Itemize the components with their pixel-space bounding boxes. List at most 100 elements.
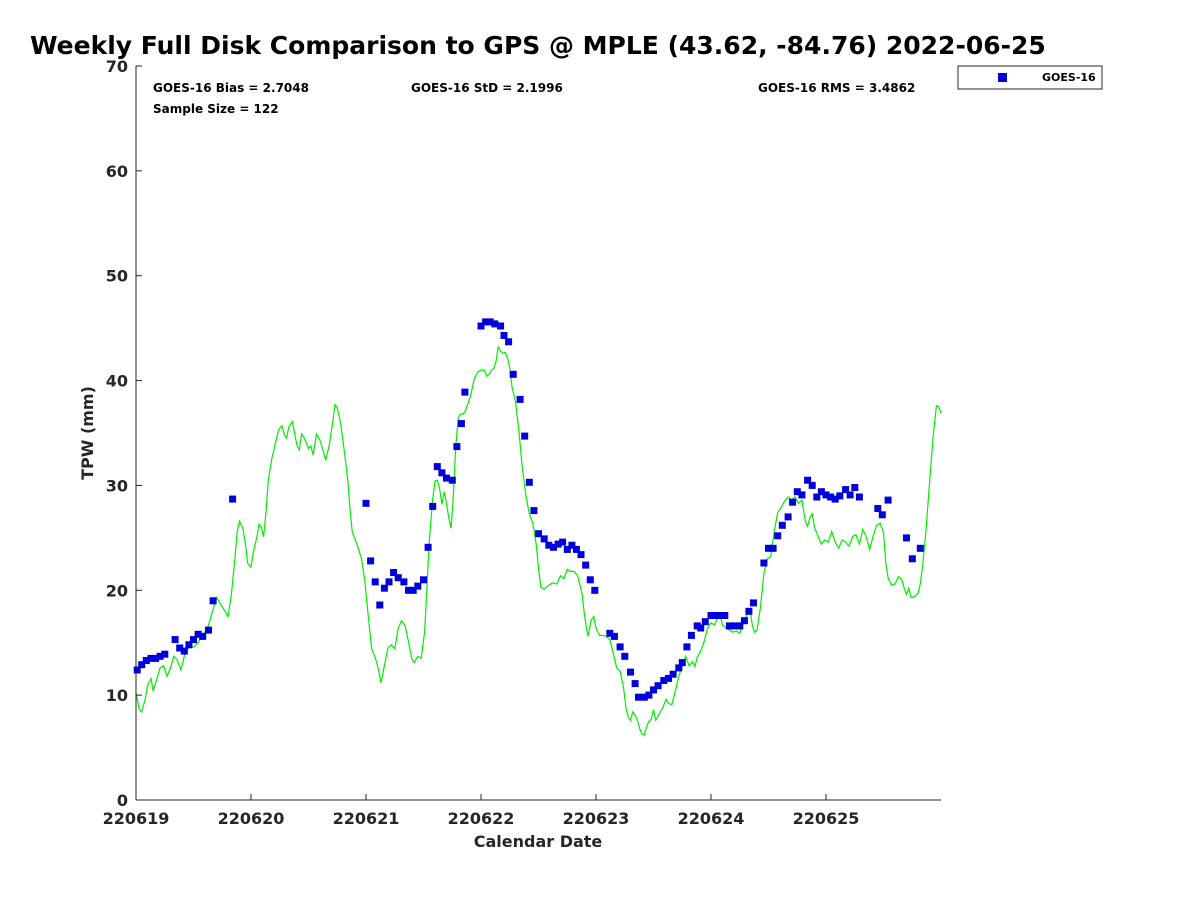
y-tick-label: 30: [106, 476, 128, 495]
goes16-point: [509, 370, 517, 378]
goes16-point: [606, 629, 614, 637]
goes16-point: [745, 607, 753, 615]
goes16-point: [707, 612, 715, 619]
x-tick-label: 220624: [678, 809, 745, 828]
y-tick-label: 0: [117, 791, 128, 810]
goes16-point: [138, 661, 146, 669]
goes16-point: [367, 557, 375, 565]
goes16-point: [736, 622, 744, 630]
stat-rms: GOES-16 RMS = 3.4862: [758, 81, 915, 95]
goes16-point: [627, 668, 634, 676]
goes16-point: [874, 505, 882, 512]
goes16-point: [453, 443, 461, 451]
goes16-point: [362, 499, 370, 507]
goes16-point: [563, 545, 571, 553]
goes16-point: [376, 601, 384, 609]
goes16-point: [878, 511, 886, 519]
goes16-point: [147, 654, 155, 662]
goes16-point: [521, 432, 529, 440]
stat-bias: GOES-16 Bias = 2.7048: [153, 81, 309, 95]
goes16-point: [769, 544, 777, 552]
goes16-point: [516, 395, 524, 403]
x-tick-label: 220620: [218, 809, 285, 828]
goes16-point: [390, 569, 398, 576]
goes16-point: [142, 657, 150, 664]
goes16-point: [817, 488, 825, 496]
legend-box: [957, 65, 1103, 90]
goes16-point: [591, 586, 599, 594]
goes16-point: [650, 686, 657, 694]
goes16-point: [185, 641, 193, 649]
y-tick-label: 40: [106, 372, 128, 391]
gps-series-line: [135, 345, 942, 736]
goes16-point: [675, 664, 683, 672]
goes16-point: [916, 544, 924, 552]
goes16-point: [505, 338, 513, 346]
x-tick-label: 220619: [103, 809, 170, 828]
x-tick-label: 220625: [793, 809, 860, 828]
goes16-point: [701, 618, 709, 626]
goes16-point: [712, 612, 720, 619]
x-ticks: 220619 220620 220621 220622 220623 220624 2206…: [103, 794, 860, 828]
goes16-point: [400, 578, 408, 586]
goes16-point: [669, 670, 677, 678]
legend: GOES-16: [957, 65, 1103, 90]
stat-sample-size: Sample Size = 122: [153, 102, 279, 116]
goes16-point: [683, 643, 691, 651]
goes16-point: [156, 652, 164, 660]
goes16-point: [205, 626, 212, 634]
goes16-point: [550, 543, 557, 551]
goes16-point: [842, 486, 850, 494]
goes16-point: [610, 632, 618, 640]
x-tick-label: 220622: [448, 809, 515, 828]
x-tick-label: 220621: [333, 809, 400, 828]
y-tick-label: 60: [106, 162, 128, 181]
stat-std: GOES-16 StD = 2.1996: [411, 81, 563, 95]
chart-title: Weekly Full Disk Comparison to GPS @ MPL…: [30, 31, 1046, 60]
goes16-point: [750, 599, 757, 607]
goes16-point: [635, 693, 642, 701]
goes16-point: [808, 481, 816, 489]
goes16-point: [665, 674, 672, 682]
goes16-point: [443, 474, 450, 482]
goes16-point: [194, 630, 202, 638]
goes16-point: [687, 631, 695, 639]
x-axis-label: Calendar Date: [474, 832, 603, 851]
y-tick-label: 70: [106, 57, 128, 76]
goes16-point: [405, 586, 412, 594]
goes16-point: [429, 502, 437, 510]
goes16-point: [678, 659, 686, 667]
goes16-point: [409, 586, 417, 594]
goes16-point: [697, 624, 705, 632]
goes16-point: [813, 493, 821, 501]
goes16-point: [621, 652, 629, 660]
goes16-point: [725, 622, 733, 630]
y-axis-label: TPW (mm): [78, 386, 97, 480]
goes16-point: [491, 320, 499, 328]
goes16-point: [486, 318, 494, 326]
goes16-point: [851, 484, 859, 491]
goes16-point: [784, 513, 792, 521]
goes16-point: [616, 643, 624, 651]
gps-line-layer: [135, 345, 942, 736]
goes16-point: [903, 534, 910, 542]
goes16-point: [477, 322, 485, 330]
goes16-point: [380, 584, 388, 592]
goes16-point: [394, 574, 402, 582]
goes16-point: [209, 597, 217, 605]
goes16-point: [540, 535, 548, 543]
goes16-point: [572, 545, 580, 553]
goes16-point: [774, 532, 782, 540]
goes16-point: [180, 647, 188, 655]
goes16-point: [530, 507, 538, 515]
goes16-point: [836, 492, 844, 500]
goes16-point: [568, 541, 576, 549]
goes16-point: [804, 476, 812, 484]
goes16-point: [846, 491, 854, 499]
goes16-point: [884, 496, 892, 504]
goes16-point: [525, 478, 533, 486]
goes16-point: [554, 540, 562, 548]
goes16-point: [497, 322, 505, 330]
goes16-point: [433, 463, 441, 471]
